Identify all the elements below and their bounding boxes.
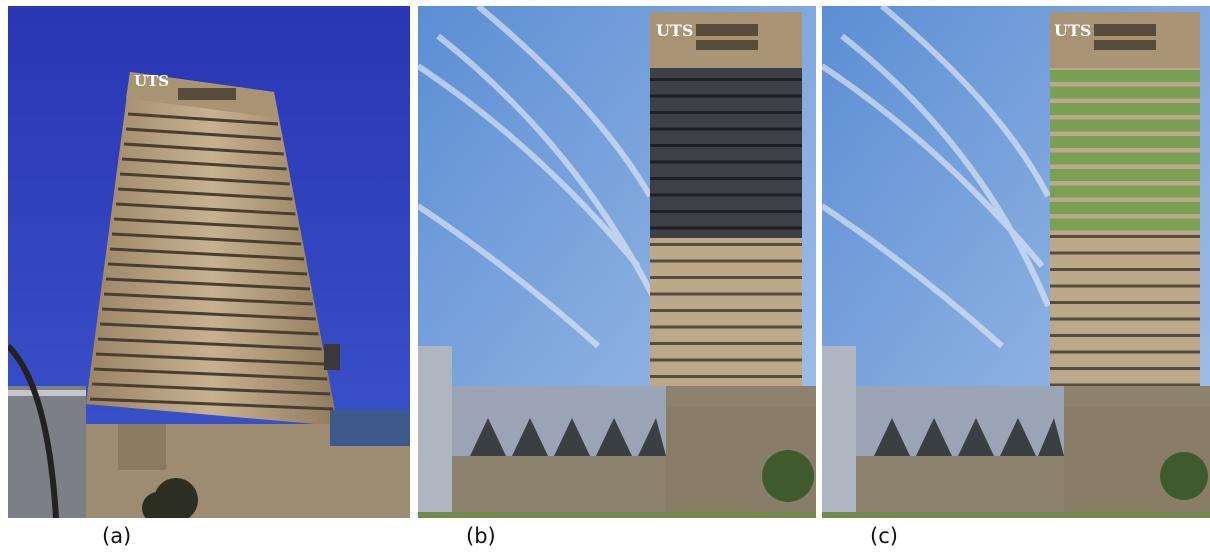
caption-a: (a) [102, 524, 132, 548]
uts-sign: UTS [656, 21, 693, 40]
tower-photo-original: UTS [8, 6, 410, 518]
uts-sign: UTS [1054, 21, 1091, 40]
tower-render-dark-facade: UTS [418, 6, 816, 518]
caption-b: (b) [466, 524, 496, 548]
uts-sign: UTS [134, 72, 169, 90]
podium-triangles [470, 418, 666, 456]
render-panel-b: UTS [418, 6, 816, 518]
tower-render-green-facade: UTS [822, 6, 1210, 518]
floor-bands [1050, 70, 1200, 387]
caption-c: (c) [870, 524, 898, 548]
podium-triangles [874, 418, 1064, 456]
photo-panel-a: UTS [8, 6, 410, 518]
floor-bands [89, 112, 334, 411]
render-panel-c: UTS [822, 6, 1210, 518]
